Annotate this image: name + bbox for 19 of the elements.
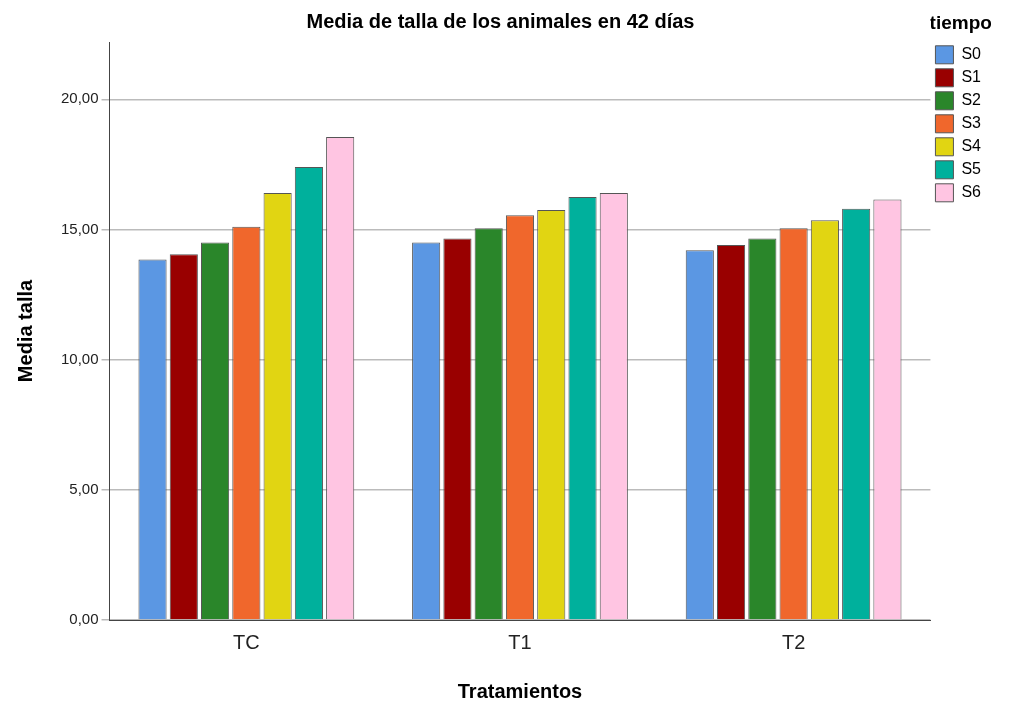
legend-label: S1 [961, 68, 982, 86]
y-tick-label: 20,00 [60, 89, 99, 107]
legend-label: S5 [961, 160, 982, 178]
x-axis-title: Tratamientos [457, 679, 583, 702]
y-axis-title: Media talla [13, 279, 36, 383]
y-tick-label: 15,00 [60, 219, 99, 237]
legend-title: tiempo [929, 11, 992, 33]
legend-label: S2 [961, 91, 982, 109]
legend-label: S3 [961, 114, 982, 132]
x-tick-label: TC [233, 630, 260, 653]
legend-label: S4 [961, 137, 982, 155]
legend-label: S0 [961, 45, 982, 63]
legend-label: S6 [961, 183, 982, 201]
y-tick-label: 5,00 [69, 479, 99, 497]
y-tick-label: 0,00 [69, 610, 99, 628]
x-tick-label: T1 [508, 630, 532, 653]
x-tick-label: T2 [781, 630, 806, 653]
y-tick-label: 10,00 [60, 349, 99, 367]
chart-title: Media de talla de los animales en 42 días [306, 9, 695, 32]
